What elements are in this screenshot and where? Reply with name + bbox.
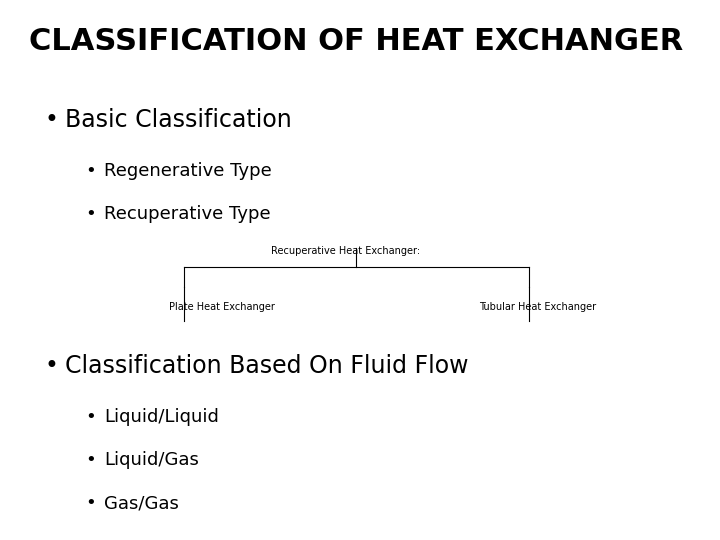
Text: Classification Based On Fluid Flow: Classification Based On Fluid Flow xyxy=(65,354,468,377)
Text: Regenerative Type: Regenerative Type xyxy=(104,162,272,180)
Text: •: • xyxy=(45,354,58,377)
Text: •: • xyxy=(45,108,58,132)
Text: •: • xyxy=(85,408,96,426)
Text: •: • xyxy=(85,162,96,180)
Text: Basic Classification: Basic Classification xyxy=(65,108,292,132)
Text: •: • xyxy=(85,205,96,223)
Text: Recuperative Type: Recuperative Type xyxy=(104,205,271,223)
Text: Plate Heat Exchanger: Plate Heat Exchanger xyxy=(169,302,275,313)
Text: Liquid/Gas: Liquid/Gas xyxy=(104,451,199,469)
Text: Recuperative Heat Exchanger:: Recuperative Heat Exchanger: xyxy=(271,246,420,256)
Text: •: • xyxy=(85,451,96,469)
Text: CLASSIFICATION OF HEAT EXCHANGER: CLASSIFICATION OF HEAT EXCHANGER xyxy=(29,27,683,56)
Text: Liquid/Liquid: Liquid/Liquid xyxy=(104,408,220,426)
Text: Tubular Heat Exchanger: Tubular Heat Exchanger xyxy=(479,302,596,313)
Text: •: • xyxy=(85,494,96,512)
Text: Gas/Gas: Gas/Gas xyxy=(104,494,179,512)
